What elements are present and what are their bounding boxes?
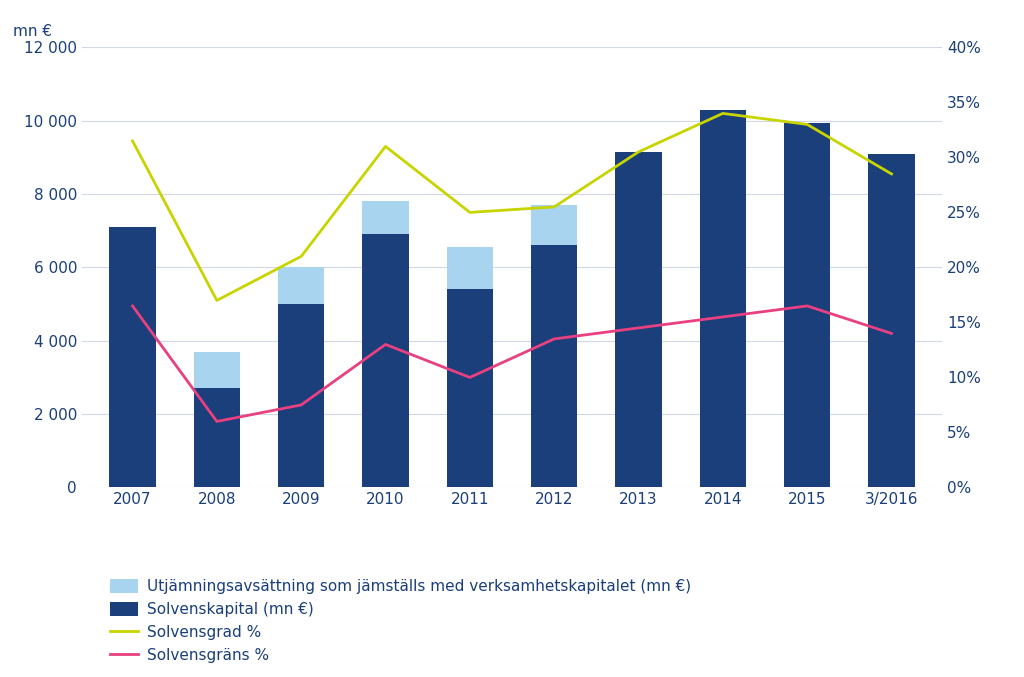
Bar <box>615 152 662 487</box>
Bar <box>784 123 830 487</box>
Bar <box>531 205 578 245</box>
Bar <box>446 247 493 289</box>
Bar <box>531 245 578 487</box>
Bar <box>362 201 409 234</box>
Bar <box>278 267 325 304</box>
Bar <box>110 227 156 487</box>
Text: mn €: mn € <box>13 24 52 39</box>
Bar <box>194 389 240 487</box>
Bar <box>362 234 409 487</box>
Bar <box>868 154 914 487</box>
Bar <box>446 289 493 487</box>
Bar <box>194 352 240 389</box>
Bar <box>278 304 325 487</box>
Legend: Utjämningsavsättning som jämställs med verksamhetskapitalet (mn €), Solvenskapit: Utjämningsavsättning som jämställs med v… <box>110 580 691 663</box>
Bar <box>699 110 746 487</box>
